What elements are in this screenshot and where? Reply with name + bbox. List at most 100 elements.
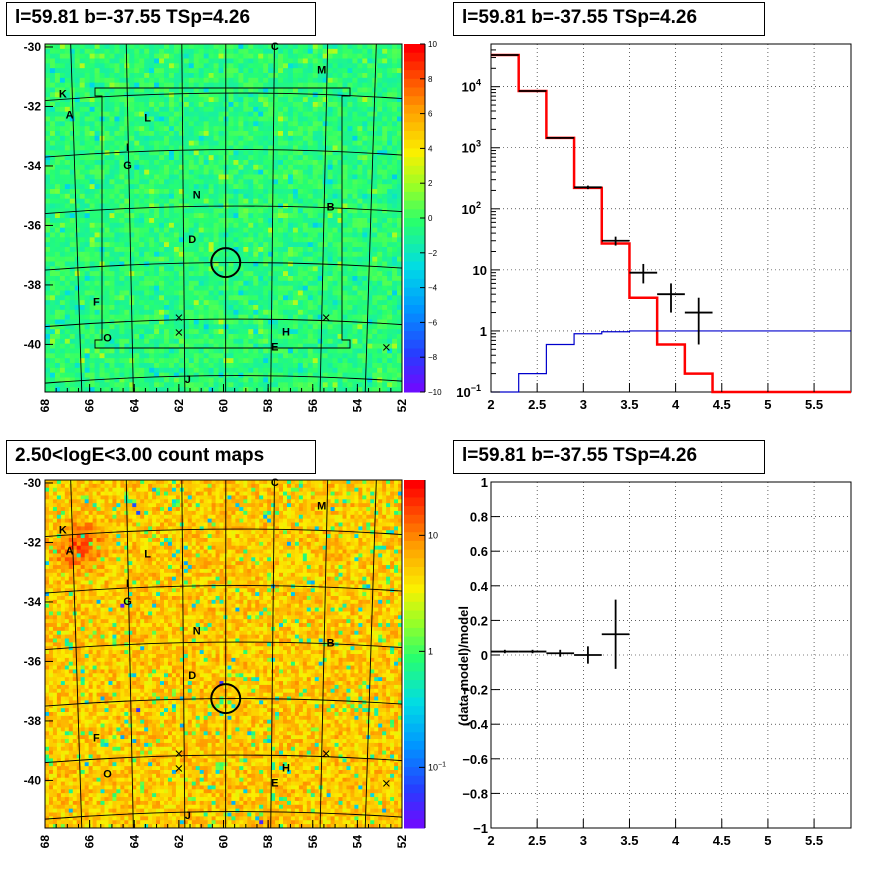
x-tick-label: 64: [127, 399, 141, 413]
source-label: J: [185, 374, 191, 386]
source-label: N: [193, 190, 201, 202]
colorbar-swatch: [404, 270, 425, 279]
colorbar-swatch: [404, 166, 425, 175]
y-tick-label: 103: [462, 139, 481, 156]
y-tick-label: -30: [24, 40, 42, 54]
x-tick-label: 3.5: [620, 397, 638, 412]
y-tick-label: 0.2: [470, 613, 488, 628]
x-tick-label: 68: [38, 835, 52, 849]
source-label: K: [59, 524, 67, 536]
y-tick-label: −0.8: [462, 786, 488, 801]
source-label: B: [327, 637, 335, 649]
colorbar-swatch: [404, 218, 425, 227]
colorbar-tick-label: 10: [428, 40, 437, 49]
data-point: [602, 600, 630, 669]
colorbar-tick-label: 10: [428, 530, 438, 540]
colorbar-swatch: [404, 732, 425, 741]
colorbar-tick-label: −6: [428, 318, 438, 327]
colorbar-swatch: [404, 628, 425, 637]
x-tick-label: 58: [261, 399, 275, 413]
data-point: [519, 91, 547, 92]
colorbar-swatch: [404, 157, 425, 166]
x-tick-label: 5.5: [805, 833, 823, 848]
colorbar-swatch: [404, 79, 425, 88]
colorbar-swatch: [404, 305, 425, 314]
colorbar-swatch: [404, 785, 425, 794]
residual-map-title: l=59.81 b=-37.55 TSp=4.26: [6, 2, 316, 36]
colorbar-swatch: [404, 140, 425, 149]
colorbar-swatch: [404, 550, 425, 559]
x-tick-label: 4.5: [713, 833, 731, 848]
colorbar-swatch: [404, 383, 425, 392]
model-total-line: [491, 55, 851, 392]
x-tick-label: 58: [261, 835, 275, 849]
colorbar-swatch: [404, 366, 425, 375]
colorbar-swatch: [404, 567, 425, 576]
colorbar-swatch: [404, 227, 425, 236]
colorbar-swatch: [404, 776, 425, 785]
source-label: G: [123, 596, 132, 608]
x-tick-label: 54: [350, 399, 364, 413]
colorbar-swatch: [404, 262, 425, 271]
colorbar-swatch: [404, 758, 425, 767]
colorbar-swatch: [404, 611, 425, 620]
colorbar-swatch: [404, 680, 425, 689]
x-tick-label: 52: [395, 835, 409, 849]
x-tick-label: 4.5: [713, 397, 731, 412]
colorbar-tick-label: 8: [428, 75, 433, 84]
colorbar-tick-label: 2: [428, 179, 433, 188]
colorbar-swatch: [404, 183, 425, 192]
y-tick-label: -38: [24, 714, 42, 728]
source-label: I: [126, 578, 129, 590]
colorbar-swatch: [404, 357, 425, 366]
colorbar-swatch: [404, 61, 425, 70]
source-label: M: [317, 501, 326, 513]
colorbar-swatch: [404, 70, 425, 79]
source-label: M: [317, 65, 326, 77]
colorbar-swatch: [404, 122, 425, 131]
source-label: K: [59, 88, 67, 100]
colorbar-swatch: [404, 322, 425, 331]
data-point: [546, 137, 574, 138]
x-tick-label: 5: [764, 397, 771, 412]
x-tick-label: 62: [172, 399, 186, 413]
source-label: F: [93, 733, 100, 745]
spectrum-title: l=59.81 b=-37.55 TSp=4.26: [453, 2, 765, 36]
source-label: I: [126, 142, 129, 154]
colorbar-tick-exponent: −1: [438, 761, 446, 768]
colorbar-swatch: [404, 279, 425, 288]
x-tick-label: 60: [217, 835, 231, 849]
colorbar: [404, 480, 425, 829]
spectrum-grid: [491, 44, 851, 392]
colorbar-swatch: [404, 175, 425, 184]
colorbar-swatch: [404, 663, 425, 672]
source-label: N: [193, 626, 201, 638]
colorbar-tick-label: 0: [428, 214, 433, 223]
source-label: D: [188, 234, 196, 246]
x-tick-label: 3: [580, 397, 587, 412]
colorbar-swatch: [404, 44, 425, 53]
y-tick-label: -36: [24, 654, 42, 668]
y-tick-label: −1: [473, 821, 488, 836]
x-tick-label: 62: [172, 835, 186, 849]
source-label: C: [271, 41, 279, 53]
colorbar-swatch: [404, 105, 425, 114]
x-tick-label: 68: [38, 399, 52, 413]
colorbar-tick-label: 4: [428, 144, 433, 153]
y-tick-label: 10−1: [456, 383, 481, 400]
x-tick-label: 2: [487, 397, 494, 412]
colorbar-swatch: [404, 802, 425, 811]
source-label: C: [271, 477, 279, 489]
x-tick-label: 56: [306, 835, 320, 849]
colorbar-swatch: [404, 671, 425, 680]
data-point: [574, 646, 602, 663]
colorbar-swatch: [404, 244, 425, 253]
source-label: G: [123, 160, 132, 172]
colorbar-swatch: [404, 192, 425, 201]
x-tick-label: 60: [217, 399, 231, 413]
